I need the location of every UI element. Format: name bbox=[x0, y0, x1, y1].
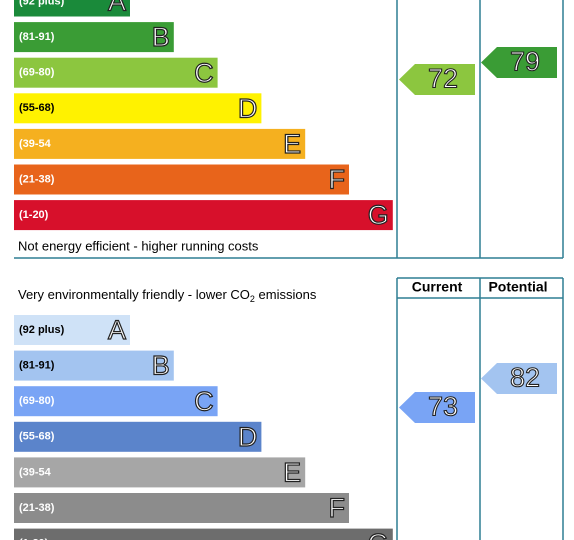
footer-text: Not energy efficient - higher running co… bbox=[18, 238, 259, 253]
rating-value: 73 bbox=[428, 392, 458, 422]
band-bar bbox=[14, 0, 130, 17]
band-range: (1-20) bbox=[19, 538, 49, 540]
band-bar bbox=[14, 528, 393, 540]
band-bar bbox=[14, 421, 262, 452]
band-bar bbox=[14, 164, 349, 195]
band-letter: E bbox=[283, 458, 301, 488]
header-subscript: 2 bbox=[250, 294, 255, 304]
band-range: (55-68) bbox=[19, 102, 55, 114]
frame bbox=[14, 0, 564, 540]
band-letter: B bbox=[152, 351, 170, 381]
band-bar bbox=[14, 386, 218, 417]
column-header: Potential bbox=[488, 279, 547, 295]
rating-value: 72 bbox=[428, 64, 458, 94]
rating-value: 79 bbox=[510, 47, 540, 77]
band-letter: C bbox=[194, 386, 214, 416]
band-range: (92 plus) bbox=[19, 324, 65, 336]
band-letter: B bbox=[152, 22, 170, 52]
header-end: emissions bbox=[255, 287, 317, 302]
band-range: (92 plus) bbox=[19, 0, 65, 7]
band-bar bbox=[14, 350, 174, 381]
band-letter: C bbox=[194, 58, 214, 88]
band-range: (55-68) bbox=[19, 431, 55, 443]
band-letter: A bbox=[108, 315, 126, 345]
band-bar bbox=[14, 457, 306, 488]
column-header: Current bbox=[412, 279, 463, 295]
band-bar bbox=[14, 128, 306, 159]
band-letter: G bbox=[368, 529, 389, 540]
rating-value: 82 bbox=[510, 363, 540, 393]
band-range: (21-38) bbox=[19, 173, 55, 185]
rating-arrow bbox=[399, 392, 475, 423]
header-main: Very environmentally friendly - lower CO bbox=[18, 287, 250, 302]
band-range: (81-91) bbox=[19, 31, 55, 43]
band-range: (1-20) bbox=[19, 209, 49, 221]
band-bar bbox=[14, 93, 262, 124]
band-letter: E bbox=[283, 129, 301, 159]
band-range: (21-38) bbox=[19, 502, 55, 514]
band-range: (39-54 bbox=[19, 466, 52, 478]
band-letter: F bbox=[329, 165, 346, 195]
rating-arrow bbox=[481, 47, 557, 78]
band-bar bbox=[14, 57, 218, 88]
band-range: (81-91) bbox=[19, 360, 55, 372]
band-letter: D bbox=[238, 93, 258, 123]
band-bar bbox=[14, 493, 349, 523]
rating-arrow bbox=[399, 64, 475, 95]
band-range: (69-80) bbox=[19, 67, 55, 79]
band-letter: G bbox=[368, 200, 389, 230]
header-text: Very environmentally friendly - lower CO… bbox=[18, 287, 317, 304]
band-range: (69-80) bbox=[19, 395, 55, 407]
band-letter: D bbox=[238, 422, 258, 452]
band-range: (39-54 bbox=[19, 138, 52, 150]
rating-arrow bbox=[481, 363, 557, 394]
band-letter: F bbox=[329, 493, 346, 523]
band-bar bbox=[14, 200, 393, 231]
band-bar bbox=[14, 315, 130, 345]
band-bar bbox=[14, 22, 174, 53]
band-letter: A bbox=[108, 0, 126, 17]
